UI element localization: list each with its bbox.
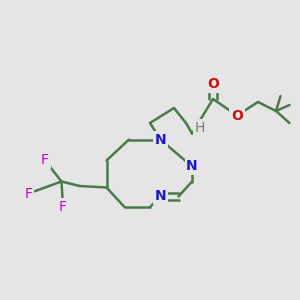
Text: N: N (186, 160, 198, 173)
Text: O: O (231, 109, 243, 122)
Text: O: O (207, 77, 219, 91)
Text: F: F (59, 200, 67, 214)
Text: F: F (41, 154, 49, 167)
Text: H: H (194, 121, 205, 134)
Text: N: N (155, 190, 166, 203)
Text: F: F (25, 187, 32, 200)
Text: N: N (155, 133, 166, 146)
